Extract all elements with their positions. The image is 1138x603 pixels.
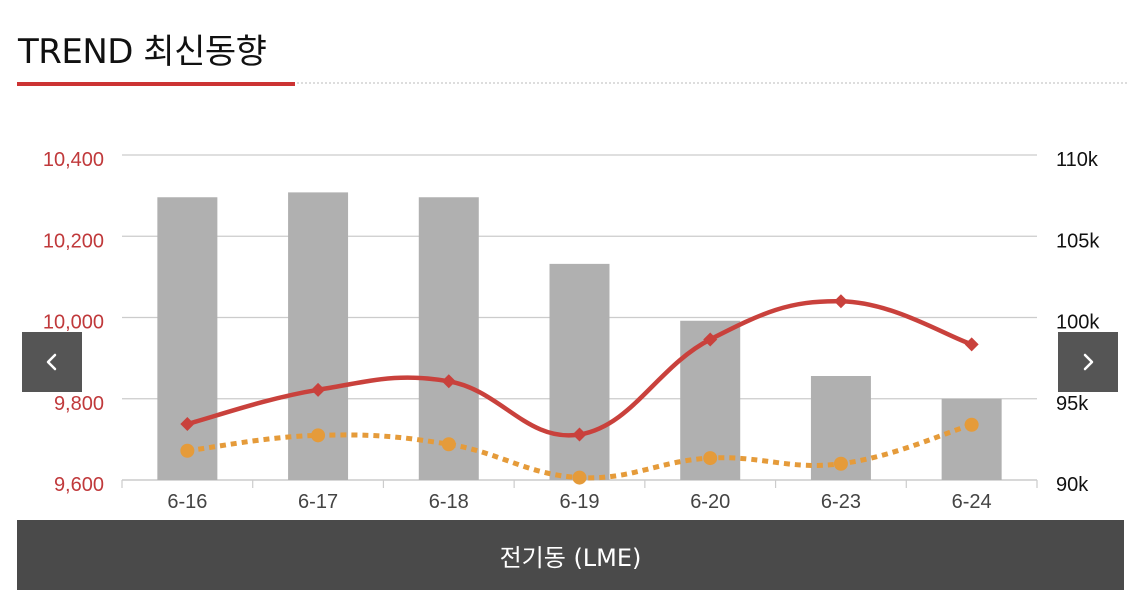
bar xyxy=(418,197,479,480)
price-point xyxy=(703,332,718,347)
price-point xyxy=(180,416,195,431)
dotted-point xyxy=(441,437,456,452)
footer-bar: 전기동 (LME) xyxy=(17,520,1124,590)
price-point xyxy=(311,382,326,397)
x-axis-tick-label: 6-24 xyxy=(952,491,992,513)
y-axis-left-tick-label: 9,800 xyxy=(54,393,104,415)
page-title: TREND 최신동향 xyxy=(18,32,267,72)
price-point xyxy=(833,294,848,309)
dotted-point xyxy=(833,456,848,471)
x-axis-tick-label: 6-17 xyxy=(298,491,338,513)
prev-button[interactable] xyxy=(22,332,82,392)
price-point xyxy=(572,427,587,442)
x-axis-tick-label: 6-18 xyxy=(429,491,469,513)
dotted-point xyxy=(311,428,326,443)
bar xyxy=(549,263,610,480)
y-axis-right-tick-label: 90k xyxy=(1056,474,1089,496)
y-axis-left-tick-label: 10,400 xyxy=(43,149,104,171)
y-axis-left-tick-label: 10,000 xyxy=(43,312,104,334)
dotted-point xyxy=(703,451,718,466)
trend-chart: 10,400 10,200 10,000 9,800 9,600 110k 105k 100k… xyxy=(43,149,1101,513)
bar xyxy=(157,197,218,480)
y-axis-left-tick-label: 9,600 xyxy=(54,474,104,496)
y-axis-right-tick-label: 105k xyxy=(1056,230,1100,252)
price-point xyxy=(441,374,456,389)
y-axis-left-tick-label: 10,200 xyxy=(43,230,104,252)
y-axis-right-tick-label: 100k xyxy=(1056,312,1100,334)
x-axis-tick-label: 6-16 xyxy=(167,491,207,513)
x-axis-tick-label: 6-20 xyxy=(690,491,730,513)
bar xyxy=(941,398,1002,480)
dotted-point xyxy=(964,417,979,432)
chevron-right-icon xyxy=(1083,353,1094,371)
dotted-point xyxy=(572,470,587,485)
price-point xyxy=(964,337,979,352)
y-axis-right-tick-label: 95k xyxy=(1056,393,1089,415)
next-button[interactable] xyxy=(1058,332,1118,392)
x-axis-tick-label: 6-19 xyxy=(559,491,599,513)
footer-label: 전기동 (LME) xyxy=(499,543,642,572)
dotted-point xyxy=(180,443,195,458)
title-underline xyxy=(17,82,295,86)
y-axis-right-tick-label: 110k xyxy=(1056,149,1099,171)
x-axis-tick-label: 6-23 xyxy=(821,491,861,513)
title-divider xyxy=(297,82,1127,84)
chevron-left-icon xyxy=(46,353,57,371)
